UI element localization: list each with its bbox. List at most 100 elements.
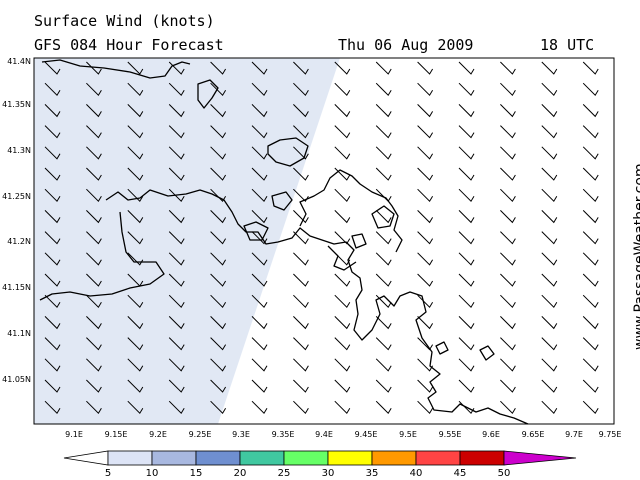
- wind-barb: [375, 252, 392, 266]
- wind-barb: [251, 358, 268, 372]
- wind-barb: [334, 400, 351, 415]
- wind-barb: [334, 273, 351, 287]
- wind-barb: [375, 104, 392, 118]
- legend-label: 45: [454, 468, 467, 479]
- wind-barb: [458, 400, 475, 415]
- wind-barb: [44, 294, 61, 309]
- wind-barb: [500, 82, 516, 97]
- wind-barb: [293, 337, 309, 351]
- wind-barb: [44, 104, 61, 118]
- wind-barb: [334, 252, 351, 266]
- wind-barb: [582, 379, 599, 393]
- legend-swatch: [415, 450, 461, 466]
- coastline: [39, 59, 529, 425]
- legend-swatch: [63, 450, 109, 466]
- wind-barb: [127, 82, 144, 97]
- wind-barb: [541, 316, 558, 330]
- wind-barb: [375, 316, 392, 330]
- wind-barb: [541, 337, 558, 351]
- wind-barb: [86, 252, 102, 266]
- wind-barb: [127, 188, 144, 203]
- wind-barb: [582, 188, 599, 203]
- wind-barb: [86, 379, 102, 393]
- wind-barb: [293, 61, 309, 75]
- wind-barb: [168, 337, 185, 351]
- wind-barb: [500, 210, 516, 224]
- wind-barb: [44, 231, 61, 245]
- wind-barb: [293, 146, 309, 160]
- wind-barb: [168, 188, 185, 203]
- wind-barb: [86, 337, 102, 351]
- island-south: [435, 341, 449, 355]
- wind-barb: [458, 273, 475, 287]
- wind-barb: [168, 146, 185, 160]
- wind-barb: [86, 316, 102, 330]
- wind-barb: [168, 210, 185, 224]
- wind-barb: [251, 61, 268, 75]
- wind-barb: [251, 400, 268, 415]
- wind-barb: [293, 104, 309, 118]
- lon-label: 9.75E: [599, 430, 622, 439]
- island-east-a: [371, 205, 395, 229]
- wind-barb: [500, 379, 516, 393]
- wind-barb: [210, 188, 227, 203]
- wind-barb: [458, 358, 475, 372]
- wind-barb: [375, 379, 392, 393]
- wind-barb: [210, 146, 227, 160]
- wind-barb: [44, 61, 61, 75]
- wind-barb: [293, 358, 309, 372]
- island-east-b: [351, 233, 367, 249]
- lat-label: 41.1N: [7, 329, 31, 338]
- legend-swatch: [239, 450, 285, 466]
- wind-barb: [582, 400, 599, 415]
- lon-label: 9.2E: [149, 430, 167, 439]
- wind-barb: [417, 146, 434, 160]
- lon-label: 9.15E: [105, 430, 128, 439]
- lon-label: 9.35E: [272, 430, 295, 439]
- wind-barb: [168, 400, 185, 415]
- wind-barb: [210, 337, 227, 351]
- wind-barb: [210, 273, 227, 287]
- wind-barb: [417, 188, 434, 203]
- wind-barb: [582, 82, 599, 97]
- wind-barb: [582, 273, 599, 287]
- wind-barb: [417, 379, 434, 393]
- wind-barb: [458, 146, 475, 160]
- wind-barb: [86, 167, 102, 181]
- wind-barb: [500, 400, 516, 415]
- wind-barb: [541, 210, 558, 224]
- wind-barb: [127, 231, 144, 245]
- wind-barb: [500, 231, 516, 245]
- lat-label: 41.4N: [7, 57, 31, 66]
- legend-swatch: [371, 450, 417, 466]
- wind-barb: [417, 252, 434, 266]
- wind-barb: [500, 188, 516, 203]
- wind-barb: [334, 82, 351, 97]
- legend-swatch: [283, 450, 329, 466]
- wind-barb: [127, 167, 144, 181]
- wind-barb: [86, 210, 102, 224]
- wind-barb: [127, 273, 144, 287]
- wind-barb: [210, 125, 227, 139]
- wind-barb: [44, 337, 61, 351]
- wind-barb: [210, 316, 227, 330]
- wind-barb: [334, 210, 351, 224]
- legend-label: 20: [234, 468, 247, 479]
- wind-barb: [251, 337, 268, 351]
- wind-barb: [375, 231, 392, 245]
- wind-barb: [86, 358, 102, 372]
- lat-label: 41.3N: [7, 146, 31, 155]
- lon-label: 9.65E: [522, 430, 545, 439]
- forecast-date: Thu 06 Aug 2009: [338, 36, 474, 54]
- wind-barb: [458, 125, 475, 139]
- wind-barb: [251, 316, 268, 330]
- wind-barb: [86, 273, 102, 287]
- lat-label: 41.15N: [2, 283, 31, 292]
- lat-label: 41.25N: [2, 192, 31, 201]
- wind-barb: [168, 231, 185, 245]
- wind-barb: [582, 125, 599, 139]
- wind-barb: [582, 294, 599, 309]
- longitude-axis: 9.1E 9.15E 9.2E 9.25E 9.3E 9.35E 9.4E 9.…: [65, 430, 621, 439]
- wind-barb: [541, 167, 558, 181]
